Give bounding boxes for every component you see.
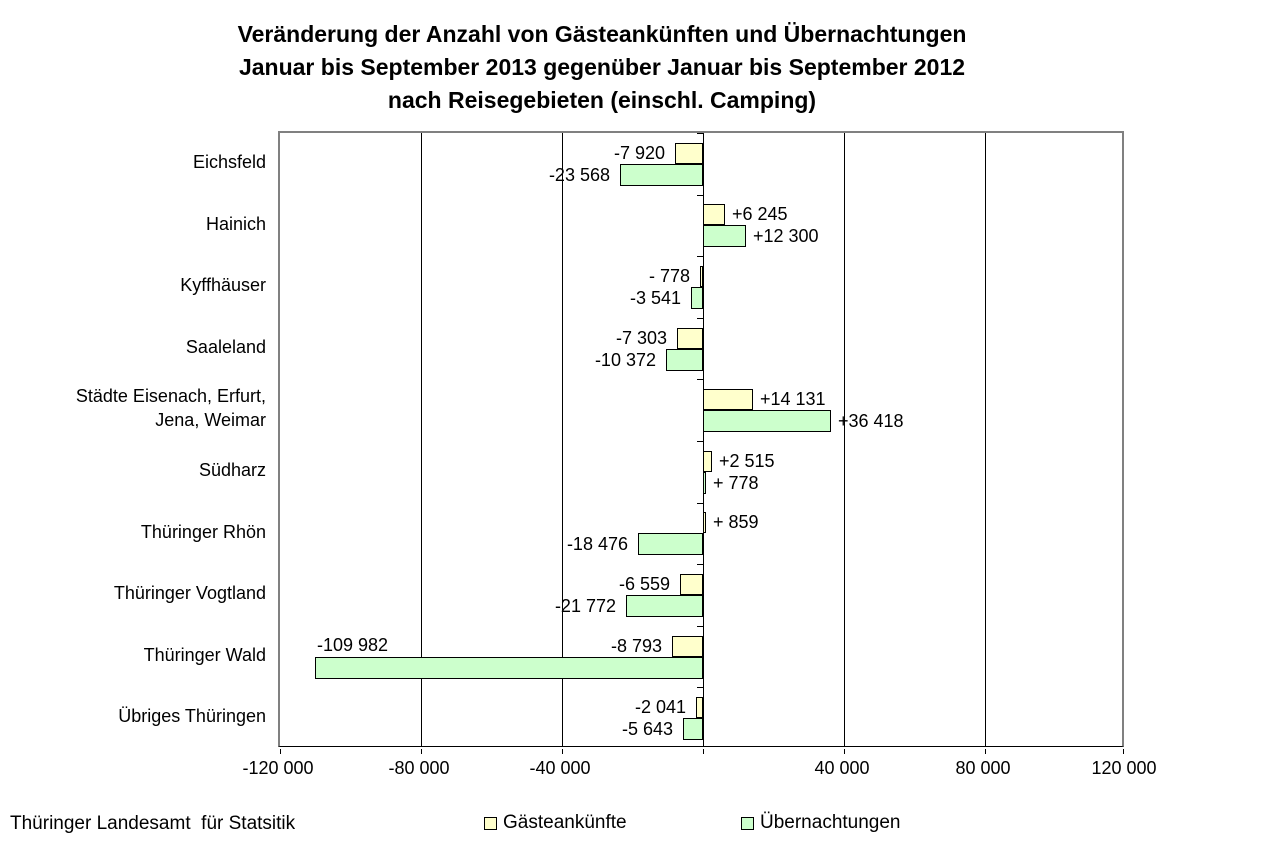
gridline--80000 xyxy=(421,133,422,746)
bar-uebernachtungen-9 xyxy=(683,718,703,740)
bar-value-label: -2 041 xyxy=(634,697,686,717)
bar-gaesteankuenfte-8 xyxy=(672,636,703,657)
bar-gaesteankuenfte-2 xyxy=(700,266,703,287)
bar-value-label: - 778 xyxy=(648,266,690,286)
bar-uebernachtungen-2 xyxy=(691,287,703,309)
bar-uebernachtungen-5 xyxy=(703,472,706,494)
bar-uebernachtungen-0 xyxy=(620,164,703,186)
category-label-6: Thüringer Rhön xyxy=(140,522,266,542)
bar-value-label: -18 476 xyxy=(566,534,628,554)
x-tick-label-80000: 80 000 xyxy=(955,758,1011,778)
bar-value-label: + 859 xyxy=(713,512,759,532)
bar-value-label: -109 982 xyxy=(317,635,389,655)
x-tick-label--80000: -80 000 xyxy=(388,758,450,778)
bar-gaesteankuenfte-3 xyxy=(677,328,703,349)
x-tick-label--40000: -40 000 xyxy=(529,758,591,778)
x-axis-tick xyxy=(280,749,281,754)
category-label-9: Übriges Thüringen xyxy=(118,706,266,726)
x-tick-label--120000: -120 000 xyxy=(242,758,314,778)
x-axis-tick xyxy=(844,749,845,754)
zero-axis-tick xyxy=(697,441,704,442)
legend-label-gaesteankuenfte: Gästeankünfte xyxy=(503,812,627,833)
bar-value-label: +14 131 xyxy=(760,389,826,409)
legend-swatch-uebernachtungen-icon xyxy=(741,816,754,830)
bar-value-label: + 778 xyxy=(713,473,759,493)
bar-value-label: -21 772 xyxy=(554,596,616,616)
gridline-80000 xyxy=(985,133,986,746)
bar-gaesteankuenfte-6 xyxy=(703,512,706,533)
legend-item-uebernachtungen: Übernachtungen xyxy=(741,812,901,834)
x-tick-label-120000: 120 000 xyxy=(1091,758,1157,778)
bar-value-label: -3 541 xyxy=(629,288,681,308)
category-label-8: Thüringer Wald xyxy=(143,645,266,665)
bar-gaesteankuenfte-5 xyxy=(703,451,712,472)
x-axis-tick xyxy=(985,749,986,754)
bar-value-label: -7 920 xyxy=(613,143,665,163)
bar-value-label: -23 568 xyxy=(548,165,610,185)
zero-axis-tick xyxy=(697,687,704,688)
bar-value-label: -7 303 xyxy=(615,328,667,348)
bar-gaesteankuenfte-7 xyxy=(680,574,703,595)
legend-item-gaesteankuenfte: Gästeankünfte xyxy=(484,812,627,834)
legend-swatch-gaesteankuenfte-icon xyxy=(484,816,497,830)
zero-axis xyxy=(703,133,704,746)
category-label-4: Städte Eisenach, Erfurt, Jena, Weimar xyxy=(75,386,266,430)
category-label-2: Kyffhäuser xyxy=(180,275,266,295)
bar-value-label: +36 418 xyxy=(838,411,904,431)
x-tick-label-40000: 40 000 xyxy=(814,758,870,778)
x-axis-tick xyxy=(703,749,704,754)
bar-value-label: -6 559 xyxy=(618,574,670,594)
category-label-7: Thüringer Vogtland xyxy=(113,583,266,603)
bar-gaesteankuenfte-1 xyxy=(703,204,725,225)
zero-axis-tick xyxy=(697,626,704,627)
bar-gaesteankuenfte-9 xyxy=(696,697,703,718)
zero-axis-tick xyxy=(697,379,704,380)
zero-axis-tick xyxy=(697,195,704,196)
zero-axis-tick xyxy=(697,564,704,565)
bar-value-label: -10 372 xyxy=(594,350,656,370)
zero-axis-tick xyxy=(697,746,704,747)
zero-axis-tick xyxy=(697,133,704,134)
category-label-5: Südharz xyxy=(198,460,266,480)
bar-uebernachtungen-3 xyxy=(666,349,703,371)
bar-uebernachtungen-4 xyxy=(703,410,831,432)
zero-axis-tick xyxy=(697,318,704,319)
zero-axis-tick xyxy=(697,256,704,257)
bar-value-label: -8 793 xyxy=(610,636,662,656)
chart-title: Veränderung der Anzahl von Gästeankünfte… xyxy=(237,21,967,113)
bar-uebernachtungen-7 xyxy=(626,595,703,617)
bar-value-label: -5 643 xyxy=(621,719,673,739)
bar-value-label: +2 515 xyxy=(719,451,775,471)
bar-uebernachtungen-6 xyxy=(638,533,703,555)
x-axis-tick xyxy=(1123,749,1124,754)
bar-uebernachtungen-8 xyxy=(315,657,703,679)
gridline-40000 xyxy=(844,133,845,746)
legend-label-uebernachtungen: Übernachtungen xyxy=(760,812,901,833)
bar-value-label: +12 300 xyxy=(753,226,819,246)
source-note: Thüringer Landesamt für Statsitik xyxy=(10,813,296,834)
gridline--40000 xyxy=(562,133,563,746)
plot-area: -7 920 +6 245 - 778 -7 303 +14 131 +2 515 + 85… xyxy=(278,131,1124,754)
category-label-3: Saaleland xyxy=(185,337,266,357)
category-label-1: Hainich xyxy=(205,214,266,234)
zero-axis-tick xyxy=(697,503,704,504)
x-axis-tick xyxy=(562,749,563,754)
bar-uebernachtungen-1 xyxy=(703,225,746,247)
bar-gaesteankuenfte-4 xyxy=(703,389,753,410)
bar-value-label: +6 245 xyxy=(732,204,788,224)
bar-gaesteankuenfte-0 xyxy=(675,143,703,164)
category-label-0: Eichsfeld xyxy=(192,152,266,172)
x-axis-tick xyxy=(421,749,422,754)
